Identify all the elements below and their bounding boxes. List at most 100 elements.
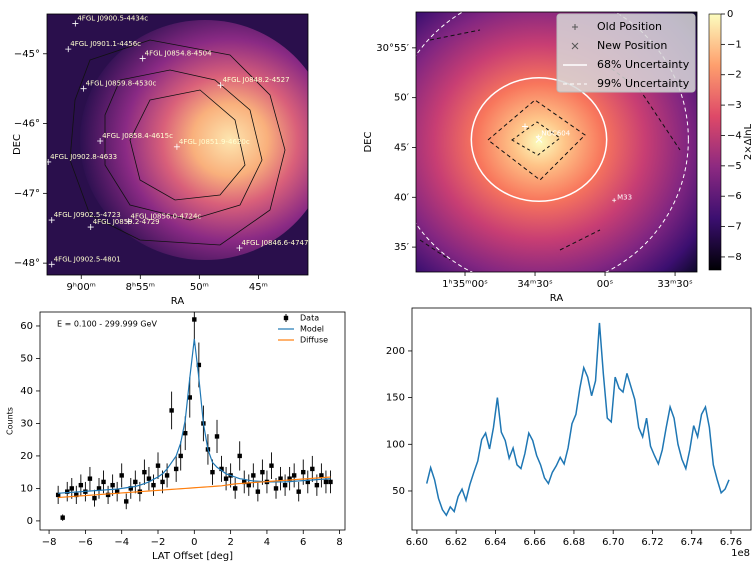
data-point — [173, 466, 179, 472]
data-point — [187, 395, 192, 400]
y-tick-label: 50 — [392, 486, 405, 497]
legend-label: 99% Uncertainty — [597, 77, 690, 90]
data-point — [110, 482, 115, 488]
x-tick-label: 4 — [264, 537, 270, 548]
x-tick-label: 2 — [227, 537, 233, 548]
x-tick-label: 50ᵐ — [190, 282, 209, 293]
data-point — [310, 466, 315, 472]
sources: 4FGL J0900.5-4434c 4FGL J0901.1-4456c 4FGL… — [47, 15, 309, 268]
data-point — [133, 479, 138, 485]
x-tick-label: −4 — [114, 537, 129, 548]
data-point — [214, 434, 220, 439]
data-point — [192, 317, 197, 322]
y-axis-label: Counts — [6, 407, 15, 435]
source-marker — [48, 261, 55, 268]
source-marker — [139, 55, 146, 62]
data-point — [160, 479, 165, 485]
data-point — [128, 486, 133, 491]
data-point — [305, 479, 310, 485]
data-point — [210, 469, 215, 475]
axes-frame — [39, 311, 346, 531]
contour — [104, 69, 263, 221]
data-point — [183, 430, 188, 436]
data-point — [269, 463, 274, 468]
data-point — [114, 489, 120, 494]
source-marker — [47, 158, 52, 165]
source-marker — [125, 218, 132, 225]
data-point — [65, 489, 70, 494]
x-tick-label: 6.60 — [406, 537, 428, 548]
x-axis-label: RA — [171, 296, 185, 307]
x-tick-label: 6.66 — [524, 537, 546, 548]
source-marker — [80, 85, 87, 92]
data-point — [60, 515, 65, 520]
y-tick-label: 30°55′ — [376, 43, 409, 54]
source-marker — [173, 143, 180, 150]
axes-frame — [411, 307, 752, 531]
data-point — [105, 492, 111, 498]
source-label: 4FGL J0856.0-4724c — [130, 212, 201, 220]
source-label: 4FGL J0846.6-4747 — [242, 239, 309, 247]
line-plot — [425, 322, 730, 517]
source-label: 4FGL J0851.9-4620c — [179, 138, 250, 146]
legend-label: Data — [300, 314, 319, 323]
x-tick-label: 6.72 — [641, 537, 663, 548]
y-tick-label: 20 — [20, 451, 33, 462]
data-point — [55, 492, 61, 498]
data-point — [196, 362, 202, 368]
data-point — [223, 476, 229, 481]
y-tick-label: 40′ — [394, 192, 410, 203]
data-point — [323, 479, 329, 485]
colorbar-tick-label: −1 — [727, 39, 742, 50]
data-point — [74, 492, 79, 498]
x-tick-label: 6.62 — [445, 537, 467, 548]
y-tick-label: 50′ — [394, 93, 410, 104]
legend-symbol — [571, 42, 579, 50]
data-point — [119, 473, 124, 478]
source-label: 4FGL J0858.4-4615c — [102, 132, 173, 140]
x-tick-label: 6.68 — [563, 537, 585, 548]
contour — [69, 39, 286, 246]
y-tick-label: 50 — [20, 353, 33, 364]
colorbar-tick-label: −7 — [727, 222, 742, 233]
data-point — [282, 482, 288, 488]
y-tick-label: 35′ — [394, 242, 410, 253]
y-axis-label: DEC — [12, 134, 23, 155]
data-point — [146, 476, 152, 481]
x-tick-label: 1ʰ35ᵐ00ˢ — [442, 279, 488, 290]
data-point — [287, 476, 292, 481]
legend-label: Old Position — [597, 20, 662, 33]
colorbar-tick-label: −3 — [727, 100, 742, 111]
x-tick-label: 6.70 — [602, 537, 624, 548]
source-marker — [612, 198, 617, 203]
legend-box — [556, 13, 696, 93]
y-tick-label: 45′ — [394, 142, 410, 153]
x-tick-label: −8 — [42, 537, 57, 548]
data-point — [92, 495, 97, 501]
x-tick-label: −2 — [151, 537, 166, 548]
legend-label: 68% Uncertainty — [597, 58, 690, 71]
data-point — [124, 499, 129, 504]
source-label: 4FGL J0854.8-4504 — [145, 49, 212, 57]
y-tick-label: −47° — [14, 188, 40, 199]
x-tick-label: 6.64 — [484, 537, 506, 548]
source-label: 4FGL J0848.2-4527 — [223, 76, 290, 84]
source-marker — [536, 134, 541, 139]
line — [425, 322, 730, 517]
x-tick-label: 00ˢ — [597, 279, 614, 290]
data-point — [255, 489, 261, 494]
data-point — [296, 489, 301, 494]
colorbar-label: 2×ΔlnL — [743, 123, 754, 160]
x-tick-label: 9ʰ00ᵐ — [67, 282, 96, 293]
source-marker — [97, 138, 104, 145]
data-point — [101, 479, 106, 485]
profile-plot — [55, 312, 333, 521]
y-tick-label: −46° — [14, 119, 40, 130]
x-tick-label: 45ᵐ — [249, 282, 268, 293]
offset-text: 1e8 — [731, 548, 750, 559]
contour — [487, 99, 586, 181]
uncertainty-ellipse — [416, 12, 689, 272]
y-tick-label: 40 — [20, 386, 33, 397]
colorbar — [708, 13, 722, 271]
